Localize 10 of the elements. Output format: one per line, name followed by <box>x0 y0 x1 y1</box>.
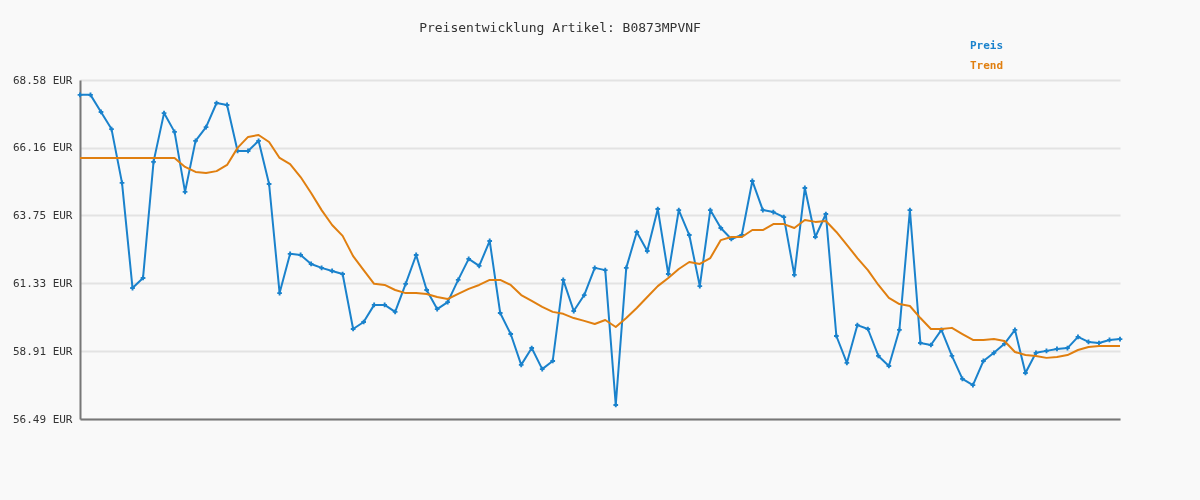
chart-title: Preisentwicklung Artikel: B0873MPVNF <box>419 20 702 35</box>
text: Preis <box>970 39 1004 52</box>
text: Trend <box>970 59 1004 72</box>
y-tick-label: 68.58 EUR <box>12 73 73 87</box>
y-tick-label: 66.16 EUR <box>12 141 73 155</box>
y-tick-label: 61.33 EUR <box>12 276 73 290</box>
y-tick-label: 63.75 EUR <box>12 208 73 222</box>
y-tick-label: 58.91 EUR <box>12 344 73 358</box>
line-series <box>79 133 1121 359</box>
y-tick-label: 56.49 EUR <box>12 412 73 426</box>
